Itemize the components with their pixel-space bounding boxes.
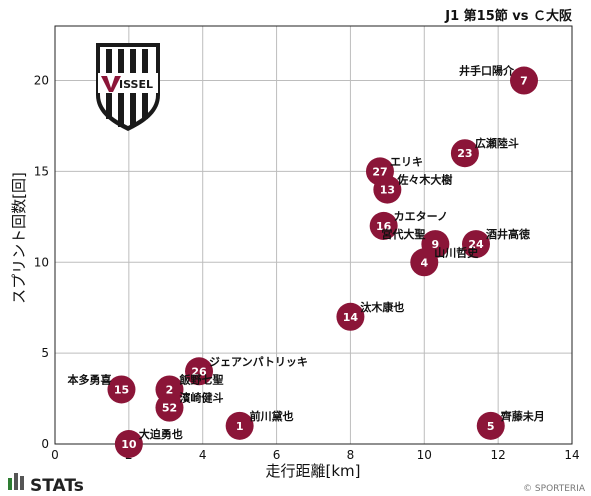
player-name-label: 本多勇喜 xyxy=(67,372,111,386)
player-name-label: 佐々木大樹 xyxy=(396,173,452,187)
player-name-label: 汰木康也 xyxy=(360,300,404,314)
player-point: 5 齊藤未月 xyxy=(476,409,545,440)
player-name-label: 広瀬陸斗 xyxy=(475,136,519,150)
player-point: 4 山川哲史 xyxy=(410,245,479,277)
player-number: 7 xyxy=(520,75,528,88)
stats-brand: STATs xyxy=(8,473,84,496)
player-number: 16 xyxy=(376,220,392,233)
y-tick-label: 20 xyxy=(34,74,49,88)
player-number: 1 xyxy=(236,420,244,433)
player-name-label: 酒井高徳 xyxy=(486,227,530,241)
brand-bar-3 xyxy=(20,476,24,490)
crest-wordmark: ISSEL xyxy=(119,78,153,91)
player-number: 14 xyxy=(343,311,359,324)
player-marker xyxy=(373,175,402,204)
player-marker xyxy=(155,393,184,422)
brand-bar-2 xyxy=(14,473,18,490)
player-number: 15 xyxy=(114,383,129,396)
player-name-label: 山川哲史 xyxy=(434,245,479,259)
player-name-label: 井手口陽介 xyxy=(459,64,515,78)
player-number: 26 xyxy=(191,365,207,378)
x-tick-label: 8 xyxy=(347,448,355,462)
player-name-label: 齊藤未月 xyxy=(500,409,545,423)
x-tick-label: 12 xyxy=(491,448,506,462)
y-tick-label: 15 xyxy=(34,164,49,178)
credit-text: © SPORTERIA xyxy=(523,484,586,494)
player-marker xyxy=(410,248,439,277)
player-marker xyxy=(476,411,505,440)
player-name-label: ジェアンパトリッキ xyxy=(209,355,308,368)
player-marker xyxy=(107,375,136,404)
player-number: 52 xyxy=(162,402,177,415)
data-points: 7井手口陽介23広瀬陸斗27エリキ13佐々木大樹16カエターノ9宮代大聖24酒井… xyxy=(67,64,545,458)
player-marker xyxy=(369,211,398,240)
player-marker xyxy=(114,430,143,458)
player-name-label: 濱崎健斗 xyxy=(179,391,223,405)
x-tick-label: 4 xyxy=(199,448,207,462)
player-name-label: カエターノ xyxy=(394,210,448,223)
player-number: 2 xyxy=(166,383,174,396)
match-title: J1 第15節 vs Ｃ大阪 xyxy=(444,8,573,24)
player-name-label: 大迫勇也 xyxy=(139,427,183,441)
vissel-kobe-logo: ISSEL xyxy=(96,43,160,131)
player-number: 23 xyxy=(457,147,472,160)
player-number: 24 xyxy=(468,238,484,251)
player-point: 7 井手口陽介 xyxy=(459,64,538,95)
player-number: 27 xyxy=(372,165,387,178)
x-tick-label: 6 xyxy=(273,448,281,462)
player-marker xyxy=(185,357,214,386)
crest-v-mark xyxy=(101,76,121,92)
grid-lines xyxy=(54,26,573,445)
player-name-label: 宮代大聖 xyxy=(381,227,425,241)
player-marker xyxy=(450,139,479,168)
x-tick-label: 0 xyxy=(51,448,59,462)
x-tick-label: 14 xyxy=(564,448,579,462)
y-tick-label: 10 xyxy=(34,255,49,269)
player-number: 5 xyxy=(487,420,495,433)
player-marker xyxy=(509,66,538,95)
player-number: 10 xyxy=(121,438,137,451)
player-marker xyxy=(225,411,254,440)
player-name-label: 飯野七聖 xyxy=(178,372,223,386)
player-number: 13 xyxy=(380,184,395,197)
brand-bar-1 xyxy=(8,478,12,490)
y-tick-label: 0 xyxy=(41,437,49,451)
player-number: 4 xyxy=(420,256,428,269)
player-point: 1 前川黛也 xyxy=(225,409,294,440)
y-axis-title: スプリント回数[回] xyxy=(10,172,28,304)
brand-text: STATs xyxy=(30,476,84,496)
plot-frame xyxy=(54,25,573,445)
player-marker xyxy=(461,230,490,259)
x-axis-title: 走行距離[km] xyxy=(265,462,360,480)
player-number: 9 xyxy=(432,238,440,251)
x-tick-label: 10 xyxy=(417,448,432,462)
player-marker xyxy=(336,302,365,331)
y-tick-label: 5 xyxy=(41,346,49,360)
player-name-label: 前川黛也 xyxy=(250,409,294,423)
player-name-label: エリキ xyxy=(390,155,423,168)
